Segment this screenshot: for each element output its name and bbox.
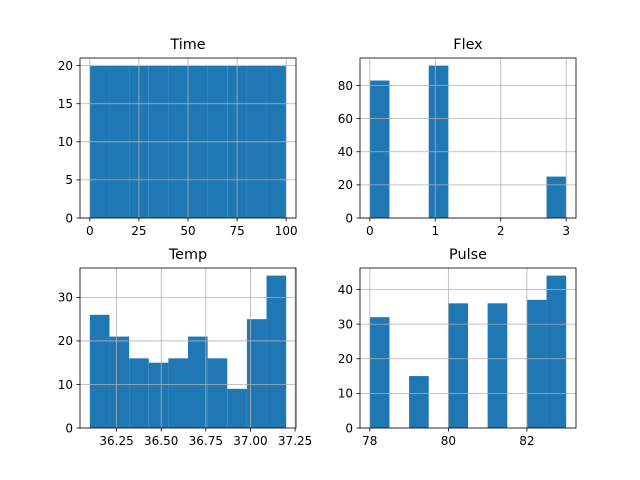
temp-y-tick-label-2: 20 xyxy=(58,334,73,348)
pulse-bar-9 xyxy=(546,275,567,428)
flex-y-tick-label-0: 0 xyxy=(345,211,353,225)
time-y-tick-label-4: 20 xyxy=(58,59,73,73)
flex-y-tick-label-4: 80 xyxy=(338,79,353,93)
time-title: Time xyxy=(169,37,205,53)
flex-y-tick-label-3: 60 xyxy=(338,112,353,126)
temp-axes-frame xyxy=(79,267,297,429)
temp-subplot: 36.25 36.50 36.75 37.00 37.25 0 10 20 30 Temp xyxy=(58,247,313,448)
time-x-tick-label-4: 100 xyxy=(275,224,298,238)
pulse-y-tick-label-4: 40 xyxy=(338,283,353,297)
time-y-tick-label-0: 0 xyxy=(65,211,73,225)
temp-x-tick-label-1: 36.50 xyxy=(144,434,178,448)
time-x-tick-label-2: 50 xyxy=(180,224,195,238)
flex-x-tick-label-1: 1 xyxy=(431,224,439,238)
temp-y-tick-label-3: 30 xyxy=(58,291,73,305)
pulse-y-tick-label-0: 0 xyxy=(345,421,353,435)
pulse-axes-frame xyxy=(359,267,577,429)
temp-x-tick-label-2: 36.75 xyxy=(189,434,223,448)
temp-y-tick-label-0: 0 xyxy=(65,421,73,435)
time-x-tick-label-0: 0 xyxy=(86,224,94,238)
temp-y-tick-label-1: 10 xyxy=(58,378,73,392)
flex-subplot: 0 1 2 3 0 20 40 60 80 Flex xyxy=(338,37,577,238)
flex-bar-3 xyxy=(428,65,449,218)
temp-title: Temp xyxy=(168,247,207,263)
temp-bar-4 xyxy=(168,358,188,428)
temp-x-tick-label-4: 37.25 xyxy=(278,434,312,448)
pulse-title: Pulse xyxy=(449,247,487,263)
flex-y-tick-label-2: 40 xyxy=(338,145,353,159)
temp-bar-3 xyxy=(148,362,169,428)
flex-x-tick-label-0: 0 xyxy=(366,224,374,238)
pulse-x-tick-label-2: 82 xyxy=(519,434,534,448)
pulse-x-tick-label-0: 78 xyxy=(362,434,377,448)
time-y-tick-label-3: 15 xyxy=(58,97,73,111)
temp-x-tick-label-3: 37.00 xyxy=(233,434,267,448)
flex-bar-9 xyxy=(546,176,567,218)
flex-x-tick-label-2: 2 xyxy=(497,224,505,238)
pulse-x-tick-label-1: 80 xyxy=(441,434,456,448)
temp-bar-9 xyxy=(266,275,287,428)
flex-bar-0 xyxy=(369,80,390,218)
temp-bar-8 xyxy=(246,319,267,428)
flex-x-tick-label-3: 3 xyxy=(562,224,570,238)
pulse-bar-8 xyxy=(526,299,547,428)
flex-y-tick-label-1: 20 xyxy=(338,178,353,192)
time-x-tick-label-1: 25 xyxy=(131,224,146,238)
temp-bar-1 xyxy=(109,336,130,428)
temp-bar-2 xyxy=(129,358,149,428)
pulse-y-tick-label-2: 20 xyxy=(338,352,353,366)
time-y-tick-label-2: 10 xyxy=(58,135,73,149)
temp-bar-7 xyxy=(227,388,247,428)
temp-bar-5 xyxy=(188,336,208,428)
pulse-bar-6 xyxy=(487,303,508,428)
pulse-subplot: 78 80 82 0 10 20 30 40 Pulse xyxy=(338,247,577,448)
pulse-bar-4 xyxy=(448,303,468,428)
pulse-bar-2 xyxy=(409,376,429,428)
flex-axes-frame xyxy=(359,57,577,219)
pulse-bar-0 xyxy=(369,317,390,428)
time-subplot: 0 25 50 75 100 0 5 10 15 20 Time xyxy=(58,37,298,238)
pulse-y-tick-label-1: 10 xyxy=(338,387,353,401)
temp-bar-0 xyxy=(89,314,110,428)
temp-x-tick-label-0: 36.25 xyxy=(99,434,133,448)
time-x-tick-label-3: 75 xyxy=(229,224,244,238)
temp-bar-6 xyxy=(207,358,228,428)
pulse-y-tick-label-3: 30 xyxy=(338,317,353,331)
flex-title: Flex xyxy=(453,37,483,53)
time-y-tick-label-1: 5 xyxy=(65,173,73,187)
